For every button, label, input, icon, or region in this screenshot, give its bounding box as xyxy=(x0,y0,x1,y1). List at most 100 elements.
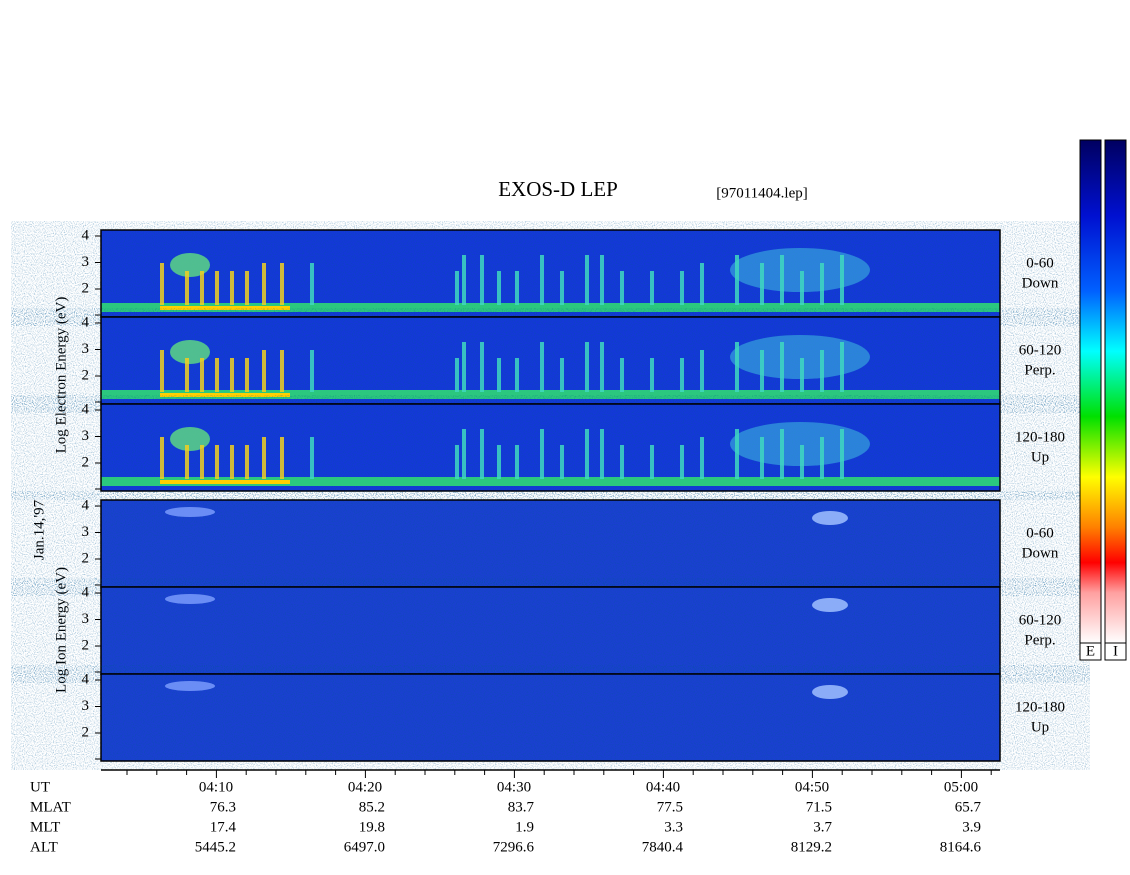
burst xyxy=(497,358,501,392)
footer-value: 04:10 xyxy=(199,779,233,795)
burst xyxy=(735,255,739,305)
burst xyxy=(600,255,604,305)
burst xyxy=(262,350,266,392)
burst xyxy=(215,358,219,392)
burst xyxy=(735,429,739,479)
direction-label: Perp. xyxy=(1024,362,1055,378)
angle-label: 0-60 xyxy=(1026,255,1054,271)
burst xyxy=(215,271,219,305)
burst xyxy=(540,429,544,479)
burst xyxy=(560,445,564,479)
footer-value: 8129.2 xyxy=(791,839,832,855)
ion-feature xyxy=(812,511,848,525)
burst xyxy=(455,445,459,479)
ion-feature xyxy=(165,681,215,691)
colorbar-label: I xyxy=(1113,643,1118,659)
burst xyxy=(680,445,684,479)
angle-label: 60-120 xyxy=(1019,612,1062,628)
burst xyxy=(560,358,564,392)
burst xyxy=(160,350,164,392)
y-tick-label: 2 xyxy=(82,280,90,296)
y-tick-label: 3 xyxy=(82,611,90,627)
burst xyxy=(200,271,204,305)
footer-value: 85.2 xyxy=(359,799,385,815)
burst xyxy=(310,437,314,479)
burst xyxy=(620,358,624,392)
burst xyxy=(700,350,704,392)
burst xyxy=(200,358,204,392)
burst xyxy=(560,271,564,305)
burst xyxy=(262,263,266,305)
footer-value: 04:50 xyxy=(795,779,829,795)
burst xyxy=(185,271,189,305)
burst xyxy=(585,429,589,479)
low-energy-core xyxy=(160,480,290,484)
burst xyxy=(310,350,314,392)
low-energy-band xyxy=(101,390,1000,399)
burst xyxy=(780,342,784,392)
burst xyxy=(700,437,704,479)
low-energy-band xyxy=(101,303,1000,312)
burst xyxy=(515,445,519,479)
burst xyxy=(820,350,824,392)
noise xyxy=(101,587,1000,674)
low-energy-core xyxy=(160,306,290,310)
colorbar xyxy=(1079,139,1102,644)
burst xyxy=(215,445,219,479)
footer-value: 5445.2 xyxy=(195,839,236,855)
footer-value: 04:20 xyxy=(348,779,382,795)
burst xyxy=(840,342,844,392)
noise xyxy=(101,674,1000,761)
file-name: [97011404.lep] xyxy=(716,185,808,201)
footer-value: 7296.6 xyxy=(493,839,535,855)
panel-frame xyxy=(100,673,1001,762)
burst xyxy=(462,429,466,479)
y-tick-label: 4 xyxy=(82,314,90,330)
direction-label: Down xyxy=(1022,275,1059,291)
colorbar-label: E xyxy=(1086,643,1095,659)
burst xyxy=(650,445,654,479)
direction-label: Up xyxy=(1031,449,1049,465)
y-tick-label: 4 xyxy=(82,227,90,243)
footer-value: 65.7 xyxy=(955,799,982,815)
footer-value: 17.4 xyxy=(210,819,237,835)
burst xyxy=(230,445,234,479)
direction-label: Up xyxy=(1031,719,1049,735)
burst xyxy=(262,437,266,479)
footer-value: 3.3 xyxy=(664,819,683,835)
burst xyxy=(760,263,764,305)
y-tick-label: 2 xyxy=(82,454,90,470)
colorbar-label-box xyxy=(1104,642,1127,661)
footer-value: 05:00 xyxy=(944,779,978,795)
low-energy-core xyxy=(160,393,290,397)
angle-label: 0-60 xyxy=(1026,525,1054,541)
burst xyxy=(185,358,189,392)
y-tick-label: 2 xyxy=(82,637,90,653)
burst xyxy=(455,271,459,305)
inverted-v xyxy=(730,422,870,466)
time-axis: UT MLAT MLT ALT 04:10 76.3 17.4 5445.2 04:20 85.2… xyxy=(30,769,1000,855)
burst xyxy=(455,358,459,392)
burst xyxy=(245,445,249,479)
burst xyxy=(760,350,764,392)
burst xyxy=(200,445,204,479)
burst xyxy=(820,263,824,305)
footer-value: 1.9 xyxy=(515,819,534,835)
burst xyxy=(160,263,164,305)
burst xyxy=(800,271,804,305)
burst xyxy=(585,255,589,305)
title: EXOS-D LEP xyxy=(498,177,618,201)
row-label: MLAT xyxy=(30,799,71,815)
electron-axis-label: Log Electron Energy (eV) xyxy=(53,297,69,454)
y-tick-label: 3 xyxy=(82,341,90,357)
spectrograms: 4 3 2 0-60 Down 4 3 2 60-120 Perp. 4 3 2 120-180 Up 4 3 2… xyxy=(82,227,1065,762)
burst xyxy=(650,358,654,392)
inverted-v xyxy=(730,248,870,292)
footer-value: 04:40 xyxy=(646,779,680,795)
burst xyxy=(800,445,804,479)
direction-label: Perp. xyxy=(1024,632,1055,648)
burst xyxy=(600,429,604,479)
burst xyxy=(480,255,484,305)
ion-axis-label: Log Ion Energy (eV) xyxy=(53,567,69,693)
